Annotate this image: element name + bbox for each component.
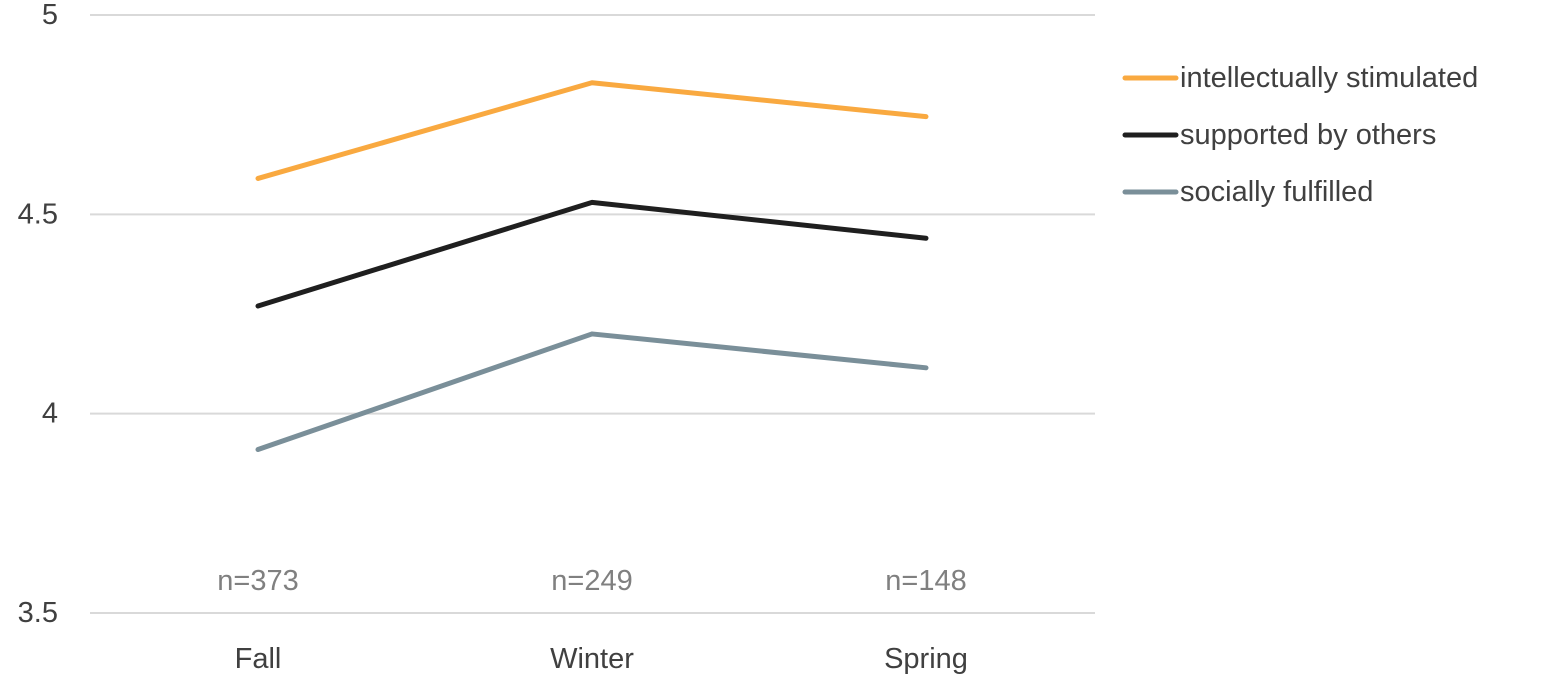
- y-tick-label: 5: [42, 0, 58, 31]
- series-line-socially-fulfilled: [255, 331, 929, 453]
- legend-label: socially fulfilled: [1180, 176, 1373, 208]
- x-axis-tick-labels: Fall Winter Spring: [235, 643, 968, 675]
- x-tick-label: Spring: [884, 643, 968, 675]
- x-tick-label: Winter: [550, 643, 634, 675]
- x-tick-label: Fall: [235, 643, 282, 675]
- series-lines: [255, 80, 929, 453]
- y-tick-label: 4.5: [18, 198, 58, 230]
- legend-label: intellectually stimulated: [1180, 62, 1478, 94]
- sample-size-label: n=249: [551, 565, 632, 597]
- y-tick-label: 3.5: [18, 597, 58, 629]
- sample-size-label: n=373: [217, 565, 298, 597]
- y-axis-tick-labels: 3.5 4 4.5 5: [18, 0, 58, 629]
- sample-size-labels: n=373 n=249 n=148: [217, 565, 966, 597]
- legend: intellectually stimulated supported by ot…: [1122, 62, 1478, 208]
- series-line-supported-by-others: [255, 199, 929, 309]
- series-line-intellectually-stimulated: [255, 80, 929, 181]
- y-tick-label: 4: [42, 398, 58, 430]
- sample-size-label: n=148: [885, 565, 966, 597]
- gridlines: [90, 14, 1095, 614]
- legend-label: supported by others: [1180, 119, 1436, 151]
